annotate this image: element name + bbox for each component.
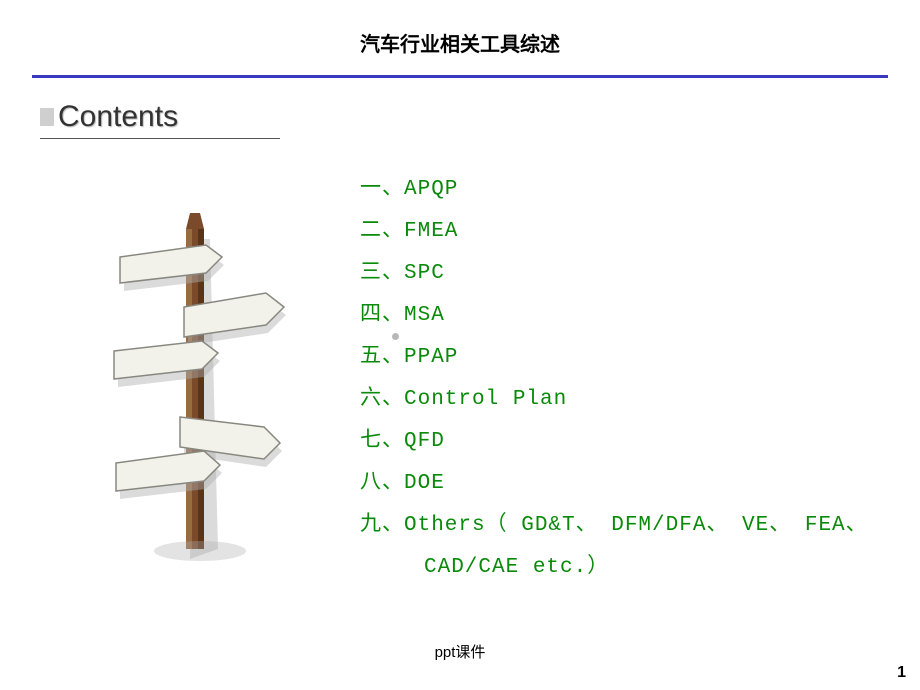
footer-text: ppt课件: [0, 641, 920, 662]
list-item: 三、SPC: [360, 253, 920, 295]
contents-bullet: [40, 108, 54, 126]
list-item-continuation: CAD/CAE etc.）: [360, 547, 920, 589]
list-item: 六、Control Plan: [360, 379, 920, 421]
list-item: 八、DOE: [360, 463, 920, 505]
page-title: 汽车行业相关工具综述: [0, 0, 920, 75]
contents-heading-row: Contents: [40, 100, 920, 134]
contents-list: 一、APQP 二、FMEA 三、SPC 四、MSA 五、PPAP 六、Contr…: [320, 169, 920, 589]
list-item: 五、PPAP: [360, 337, 920, 379]
signpost-illustration: [90, 169, 320, 589]
signpost-icon: [90, 199, 300, 569]
watermark-dot: [392, 333, 399, 340]
body-area: 一、APQP 二、FMEA 三、SPC 四、MSA 五、PPAP 六、Contr…: [0, 169, 920, 589]
list-item: 四、MSA: [360, 295, 920, 337]
page-number: 1: [897, 664, 906, 682]
list-item: 一、APQP: [360, 169, 920, 211]
list-item: 七、QFD: [360, 421, 920, 463]
contents-underline: [40, 138, 280, 139]
contents-title: Contents: [58, 100, 178, 134]
list-item: 二、FMEA: [360, 211, 920, 253]
list-item: 九、Others（ GD&T、 DFM/DFA、 VE、 FEA、: [360, 505, 920, 547]
header-divider: [32, 75, 888, 78]
